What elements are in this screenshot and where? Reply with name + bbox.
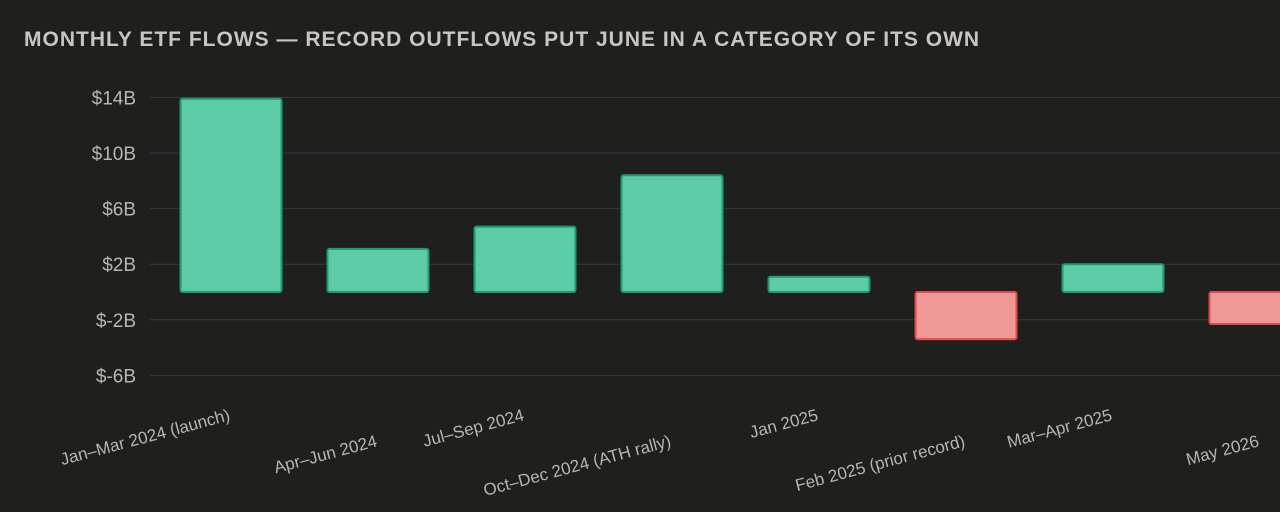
x-tick-label: Apr–Jun 2024 xyxy=(272,432,379,478)
y-tick-label: $2B xyxy=(102,255,136,276)
x-tick-label: Feb 2025 (prior record) xyxy=(793,432,967,496)
bars xyxy=(179,97,1280,341)
y-axis: $14B $10B $6B $2B $-2B $-6B xyxy=(92,88,136,387)
chart-title: MONTHLY ETF FLOWS — RECORD OUTFLOWS PUT … xyxy=(24,28,981,51)
x-tick-label: May 2026 xyxy=(1184,432,1261,470)
x-tick-label: Jan 2025 xyxy=(748,406,820,442)
bar xyxy=(1061,263,1165,294)
bar xyxy=(767,275,871,293)
x-axis: Jan–Mar 2024 (launch) Apr–Jun 2024 Jul–Sep… xyxy=(58,406,1261,500)
x-tick-label: Jan–Mar 2024 (launch) xyxy=(58,406,232,470)
bar xyxy=(914,291,1018,341)
y-tick-label: $6B xyxy=(102,200,136,221)
bar xyxy=(473,225,577,293)
bar xyxy=(326,247,430,294)
bar xyxy=(179,97,283,294)
y-tick-label: $-2B xyxy=(96,311,136,332)
bar xyxy=(1208,291,1280,325)
y-tick-label: $14B xyxy=(92,88,136,109)
y-tick-label: $10B xyxy=(92,144,136,165)
x-tick-label: Jul–Sep 2024 xyxy=(421,406,526,451)
x-tick-label: Oct–Dec 2024 (ATH rally) xyxy=(481,432,673,500)
x-tick-label: Mar–Apr 2025 xyxy=(1005,406,1114,452)
y-tick-label: $-6B xyxy=(96,366,136,387)
bar xyxy=(620,174,724,294)
